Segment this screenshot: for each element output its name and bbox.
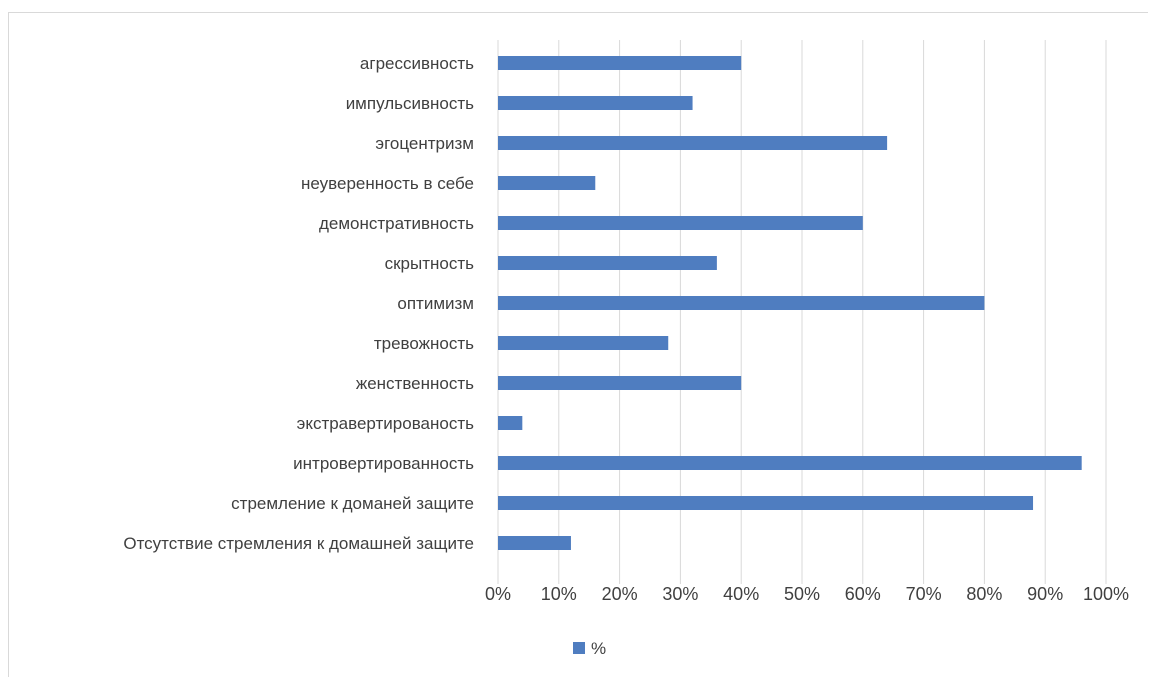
bar [498,96,693,110]
x-tick-label: 20% [602,584,638,604]
category-label: тревожность [374,334,474,353]
category-label: агрессивность [360,54,474,73]
gridlines [497,40,1107,584]
bar [498,256,717,270]
bar [498,336,669,350]
x-tick-label: 100% [1083,584,1129,604]
x-tick-label: 40% [723,584,759,604]
category-label: Отсутствие стремления к домашней защите [123,534,474,553]
category-label: интровертированность [293,454,474,473]
category-labels: агрессивность импульсивность эгоцентризм не… [123,54,474,553]
x-tick-label: 70% [906,584,942,604]
category-label: женственность [356,374,474,393]
bar [498,216,863,230]
x-tick-label: 10% [541,584,577,604]
x-tick-label: 50% [784,584,820,604]
x-tick-label: 0% [485,584,511,604]
bar [498,376,742,390]
category-label: экстравертированость [297,414,474,433]
x-tick-label: 80% [966,584,1002,604]
category-label: стремление к доманей защите [231,494,474,513]
x-tick-label: 60% [845,584,881,604]
x-tick-label: 90% [1027,584,1063,604]
legend: % [573,639,606,658]
bar [498,136,888,150]
x-tick-label: 30% [662,584,698,604]
bar [498,536,571,550]
bar [498,496,1034,510]
category-label: оптимизм [397,294,474,313]
legend-swatch [573,642,585,654]
bars [498,56,1082,550]
bar [498,56,742,70]
bar [498,456,1082,470]
category-label: скрытность [385,254,475,273]
legend-label: % [591,639,606,658]
bar [498,416,523,430]
bar [498,176,596,190]
category-label: эгоцентризм [375,134,474,153]
category-label: неуверенность в себе [301,174,474,193]
category-label: импульсивность [346,94,474,113]
bar [498,296,985,310]
category-label: демонстративность [319,214,474,233]
x-tick-labels: 0% 10% 20% 30% 40% 50% 60% 70% 80% 90% 100% [485,584,1129,604]
